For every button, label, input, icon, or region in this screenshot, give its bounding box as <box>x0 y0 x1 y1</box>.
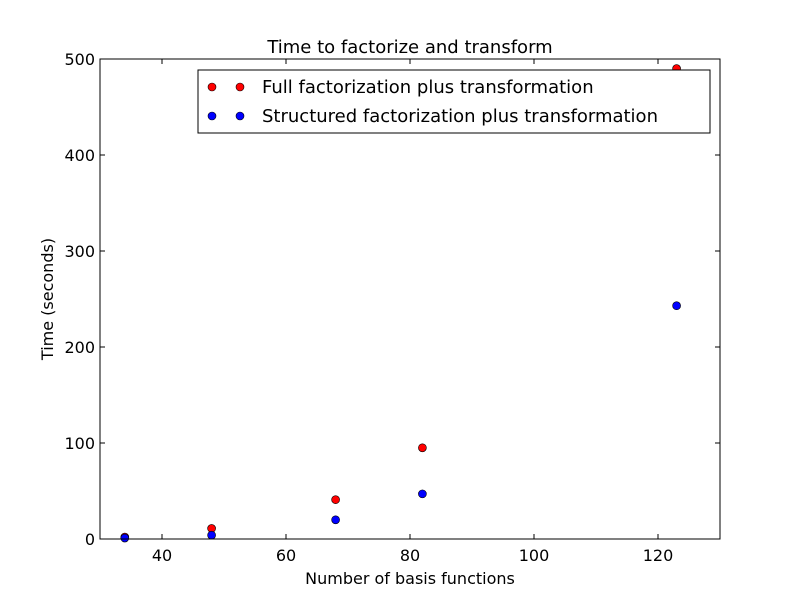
x-axis: 40 60 80 100 120 <box>152 59 673 565</box>
plot-frame <box>99 58 721 540</box>
legend-marker-structured-2 <box>235 111 245 121</box>
legend: Full factorization plus transformation S… <box>197 69 711 134</box>
legend-label-structured: Structured factorization plus transforma… <box>262 106 658 127</box>
y-tick-label: 500 <box>64 50 95 69</box>
data-point-structured <box>418 489 427 499</box>
y-tick-label: 0 <box>85 530 95 549</box>
legend-marker-full-2 <box>235 82 245 92</box>
y-tick-label: 400 <box>64 146 95 165</box>
x-tick-label: 120 <box>643 546 674 565</box>
y-tick-label: 200 <box>64 338 95 357</box>
y-tick-label: 300 <box>64 242 95 261</box>
chart-title: Time to factorize and transform <box>266 37 552 58</box>
legend-frame <box>197 69 711 134</box>
y-axis: 0 100 200 300 400 500 <box>64 50 720 549</box>
x-tick-label: 40 <box>152 546 172 565</box>
plot-background <box>100 59 720 539</box>
legend-label-full: Full factorization plus transformation <box>262 77 594 98</box>
legend-marker-full-1 <box>207 82 217 92</box>
x-tick-label: 60 <box>276 546 296 565</box>
x-tick-label: 100 <box>519 546 550 565</box>
legend-marker-structured-1 <box>207 111 217 121</box>
data-point-structured <box>672 301 681 311</box>
plot-area <box>100 59 720 539</box>
x-axis-label: Number of basis functions <box>305 569 515 588</box>
data-point-structured <box>207 530 216 540</box>
data-point-full <box>331 495 340 504</box>
data-points <box>120 64 681 543</box>
y-axis-label: Time (seconds) <box>38 238 57 361</box>
data-point-structured <box>120 533 130 543</box>
data-point-full <box>418 443 427 453</box>
x-tick-label: 80 <box>400 546 420 565</box>
y-tick-label: 100 <box>64 434 95 453</box>
data-point-structured <box>331 515 340 525</box>
